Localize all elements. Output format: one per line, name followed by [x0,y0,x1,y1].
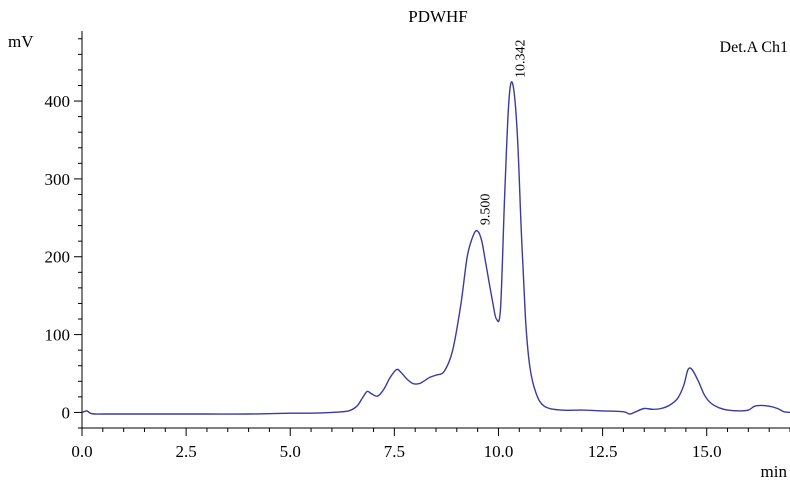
x-tick-label: 2.5 [175,442,196,461]
y-tick-label: 0 [62,403,71,422]
y-tick-label: 200 [45,248,71,267]
y-axis: 0 100 200 300 400 [45,31,83,429]
y-axis-unit-label: mV [8,32,34,51]
y-tick-label: 400 [45,92,71,111]
x-axis-unit-label: min [761,462,788,481]
channel-label: Det.A Ch1 [720,39,788,56]
x-axis: 0.0 2.5 5.0 7.5 10.0 12.5 15.0 [71,427,790,461]
y-tick-label: 300 [45,170,71,189]
plot-series [81,81,790,415]
chart-title: PDWHF [408,7,468,26]
y-tick-label: 100 [45,326,71,345]
x-tick-label: 7.5 [384,442,405,461]
x-tick-label: 0.0 [71,442,92,461]
x-tick-label: 15.0 [692,442,722,461]
chromatogram-line [81,81,790,415]
x-tick-label: 10.0 [484,442,514,461]
peak-label: 10.342 [514,39,529,78]
x-tick-label: 12.5 [588,442,618,461]
x-tick-label: 5.0 [280,442,301,461]
peak-annotations: 9.500 10.342 [479,39,529,225]
peak-label: 9.500 [479,194,494,226]
